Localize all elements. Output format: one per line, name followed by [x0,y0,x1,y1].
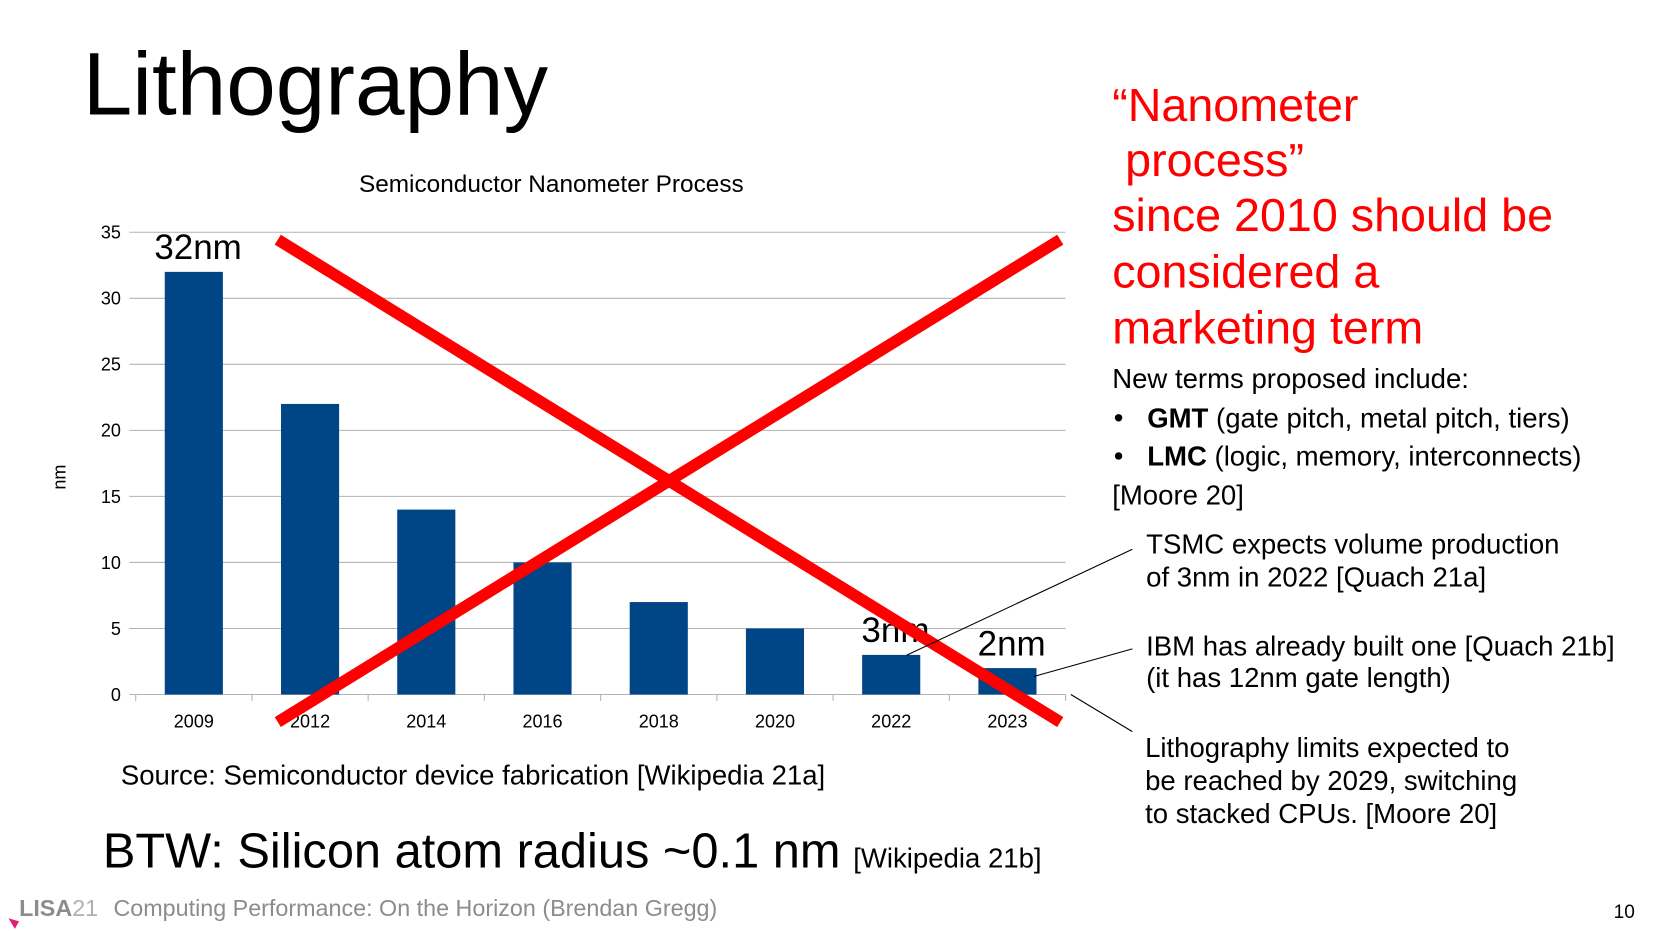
x-tick-label: 2012 [290,711,330,731]
leader-line [1033,648,1133,678]
bullet [1114,452,1123,460]
sidebar-body: New terms proposed include: GMT (gate pi… [1112,363,1581,511]
y-tick-label: 10 [101,553,121,573]
x-tick-label: 2014 [406,711,446,731]
bullet-text: LMC (logic, memory, interconnects) [1147,441,1581,472]
y-axis-label: nm [50,465,70,490]
leaders [906,548,1133,733]
y-tick-label: 20 [101,421,121,441]
heading-line: marketing term [1112,302,1423,354]
bar [281,403,340,695]
y-tick-label: 5 [111,619,121,639]
callout-line: of 3nm in 2022 [Quach 21a] [1146,561,1486,592]
desc: (logic, memory, interconnects) [1215,441,1582,472]
callout-line: to stacked CPUs. [Moore 20] [1145,798,1497,829]
footnote-text: BTW: Silicon atom radius ~0.1 nm [103,824,841,878]
y-tick-label: 35 [101,223,121,243]
bar [397,509,456,695]
source: Source: Semiconductor device fabrication… [121,760,825,791]
heading-line: process” [1112,134,1304,186]
intro: New terms proposed include: [1112,363,1469,394]
callout-line: Lithography limits expected to [1145,732,1509,763]
callout-line: IBM has already built one [Quach 21b] [1146,630,1615,661]
footnote: BTW: Silicon atom radius ~0.1 nm [Wikiped… [103,824,1042,878]
bar [862,654,921,695]
callouts: TSMC expects volume production of 3nm in… [906,529,1615,829]
cross-out [274,234,1064,728]
x-tick-label: 2023 [987,711,1027,731]
x-tick-label: 2009 [174,711,214,731]
term: GMT [1147,402,1208,433]
heading-line: since 2010 should be [1112,189,1553,241]
chart: Semiconductor Nanometer Process nm 0 5 10 1… [50,171,1067,731]
bar [629,602,688,695]
y-tick-label: 0 [111,685,121,705]
cite: [Moore 20] [1112,480,1244,511]
logo-year: 21 [72,895,98,921]
logo-mark [8,918,20,929]
value-label: 2nm [978,624,1046,663]
slide-title: Lithography [83,34,549,134]
x-tick-label: 2020 [755,711,795,731]
heading-line: “Nanometer [1112,79,1358,131]
value-label: 32nm [154,228,241,267]
bar [745,628,805,695]
term: LMC [1147,441,1207,472]
sidebar-heading: “Nanometer process” since 2010 should be… [1112,79,1553,354]
bullet-text: GMT (gate pitch, metal pitch, tiers) [1147,402,1570,433]
footer-text: Computing Performance: On the Horizon (B… [113,895,717,921]
callout-line: be reached by 2029, switching [1145,765,1517,796]
leader-line [1070,694,1133,733]
leader-line [906,548,1133,656]
footer: LISA21 Computing Performance: On the Hor… [8,895,1635,929]
chart-title: Semiconductor Nanometer Process [359,171,744,198]
logo-text: LISA [19,895,72,921]
cross-line [274,234,1064,728]
callout-line: (it has 12nm gate length) [1146,662,1451,693]
y-tick-label: 15 [101,487,121,507]
bar [164,271,223,695]
bar [513,562,572,695]
x-tick-label: 2018 [639,711,679,731]
desc: (gate pitch, metal pitch, tiers) [1216,402,1570,433]
heading-line: considered a [1112,245,1379,297]
y-tick-label: 30 [101,289,121,309]
logo: LISA21 [19,895,98,921]
bullet [1114,414,1123,422]
x-tick-label: 2016 [522,711,562,731]
callout-line: TSMC expects volume production [1146,529,1559,560]
footnote-cite: [Wikipedia 21b] [853,842,1041,873]
x-tick-label: 2022 [871,711,911,731]
y-tick-label: 25 [101,355,121,375]
page-number: 10 [1614,902,1635,923]
